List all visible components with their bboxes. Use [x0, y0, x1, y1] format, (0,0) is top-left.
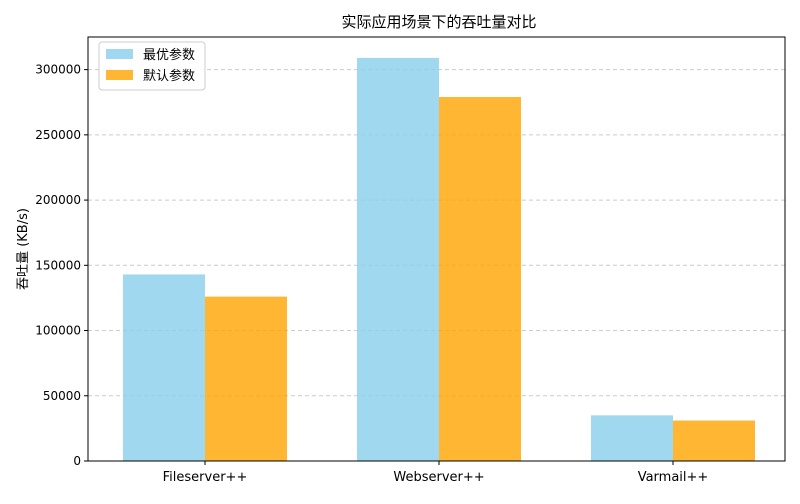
bar-Webserver-series-1: [439, 97, 521, 462]
y-tick-label: 150000: [35, 258, 81, 272]
y-tick-label: 250000: [35, 128, 81, 142]
x-tick-label: Fileserver++: [163, 470, 248, 485]
chart-title: 实际应用场景下的吞吐量对比: [341, 13, 536, 31]
bar-Fileserver-series-1: [205, 296, 287, 461]
y-tick-label: 50000: [43, 389, 81, 403]
legend-label: 默认参数: [143, 68, 195, 84]
legend-swatch: [106, 70, 133, 80]
bar-Varmail-series-0: [591, 415, 673, 461]
y-tick-label: 300000: [35, 63, 81, 77]
x-tick-label: Webserver++: [393, 470, 484, 485]
bars: [123, 57, 755, 462]
bar-Varmail-series-1: [673, 420, 755, 461]
y-axis-label: 吞吐量 (KB/s): [16, 208, 31, 290]
legend-label: 最优参数: [143, 47, 195, 63]
y-tick-label: 200000: [35, 193, 81, 207]
plot-frame: [87, 36, 786, 462]
x-tick-label: Varmail++: [638, 470, 709, 485]
bar-Fileserver-series-0: [123, 274, 205, 461]
y-axis-ticks: 0 50000 100000 150000 200000 250000 300000: [35, 63, 88, 468]
x-axis-ticks: Fileserver++ Webserver++ Varmail++: [163, 461, 709, 485]
legend-swatch: [106, 49, 133, 59]
y-tick-label: 0: [73, 454, 81, 468]
y-tick-label: 100000: [35, 324, 81, 338]
bar-Webserver-series-0: [357, 57, 439, 462]
